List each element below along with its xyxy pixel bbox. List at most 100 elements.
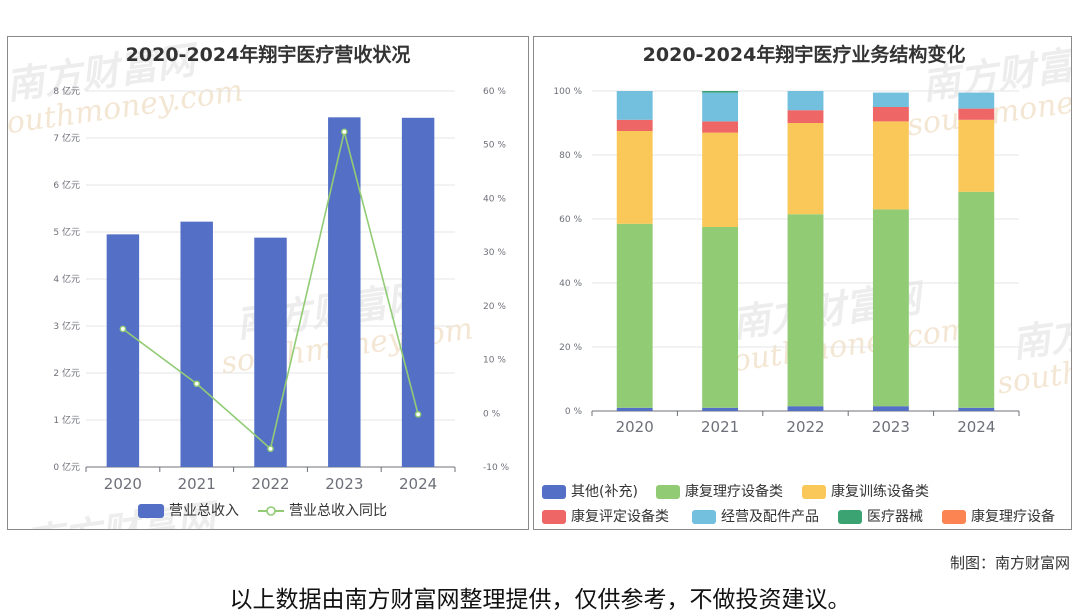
chart-title: 2020-2024年翔宇医疗营收状况	[126, 43, 411, 66]
x-axis: 2020 2021 2022 2023 2024	[85, 467, 456, 493]
y2-tick-label: 30 %	[483, 248, 506, 258]
line-point	[267, 445, 274, 453]
x-tick-label: 2021	[178, 475, 216, 493]
x-tick-label: 2023	[325, 475, 363, 493]
bar-segment	[958, 119, 995, 192]
legend-label: 康复评定设备类	[571, 508, 669, 525]
x-tick-label: 2023	[872, 418, 910, 436]
bar-segment	[702, 121, 739, 133]
legend-label: 康复理疗设备	[971, 508, 1055, 525]
legend-swatch	[138, 504, 164, 518]
bar-segment	[616, 91, 653, 120]
bar-segment	[616, 131, 653, 224]
y-tick-label: 60 %	[559, 215, 582, 225]
x-tick-label: 2022	[786, 418, 824, 436]
line-point	[193, 380, 200, 388]
bar-segment	[702, 132, 739, 227]
revenue-chart: 南方财富网southmoney.com南方财富网southmoney.com南方…	[8, 37, 510, 529]
x-tick-label: 2024	[399, 475, 437, 493]
y2-tick-label: 40 %	[483, 194, 506, 204]
bar-segment	[787, 91, 824, 111]
bar-segment	[958, 407, 995, 411]
bar-segment	[958, 108, 995, 120]
y-axis-left: 0 亿元 1 亿元 2 亿元 3 亿元 4 亿元 5 亿元 6 亿元 7 亿元 8 亿元	[53, 85, 80, 473]
y-axis-right: -10 % 0 % 10 % 20 % 30 % 40 % 50 % 60 %	[483, 87, 510, 473]
bar-series	[106, 117, 435, 467]
y-tick-label: 7 亿元	[53, 132, 80, 144]
line-point	[119, 325, 127, 333]
bar-segment	[872, 209, 909, 407]
bar-segment	[787, 214, 824, 407]
y-tick-label: 80 %	[559, 151, 582, 161]
legend-swatch	[656, 485, 680, 499]
bar-segment	[616, 223, 653, 408]
legend-swatch	[542, 485, 566, 499]
bar-segment	[787, 406, 824, 411]
y2-tick-label: 20 %	[483, 302, 506, 312]
bar	[254, 237, 287, 467]
bar-segment	[872, 92, 909, 107]
y2-tick-label: 0 %	[483, 409, 501, 419]
x-tick-label: 2020	[104, 475, 142, 493]
chart-title: 2020-2024年翔宇医疗业务结构变化	[643, 43, 966, 66]
legend-swatch-point	[266, 506, 276, 516]
bar-segment	[872, 406, 909, 411]
legend-label: 营业总收入同比	[289, 503, 387, 519]
x-tick-label: 2021	[701, 418, 739, 436]
bar-segment	[872, 107, 909, 122]
y-tick-label: 1 亿元	[53, 414, 80, 426]
y2-tick-label: 60 %	[483, 87, 506, 97]
bar-segment	[702, 407, 739, 411]
y-tick-label: 2 亿元	[53, 367, 80, 379]
bar	[106, 234, 140, 467]
bar-segment	[616, 119, 653, 131]
legend-label: 其他(补充)	[571, 484, 638, 500]
y-tick-label: 8 亿元	[53, 85, 80, 97]
bar	[328, 117, 361, 467]
legend-label: 经营及配件产品	[721, 509, 819, 525]
chart-credit: 制图：南方财富网	[949, 554, 1070, 572]
y-tick-label: 0 亿元	[53, 461, 80, 473]
revenue-chart-panel: 南方财富网southmoney.com南方财富网southmoney.com南方…	[7, 36, 529, 530]
legend-label: 康复训练设备类	[831, 483, 929, 500]
legend-swatch	[542, 510, 566, 524]
y2-tick-label: 50 %	[483, 141, 506, 151]
legend-label: 医疗器械	[867, 509, 923, 525]
bar-segment	[787, 123, 824, 215]
bar	[401, 117, 435, 467]
y-tick-label: 100 %	[553, 87, 582, 97]
watermark-text: 南方财富网	[1009, 295, 1071, 366]
structure-chart-panel: 南方财富网southmoney.com南方财富网southmoney.com南方…	[533, 36, 1072, 530]
bar-segment	[958, 92, 995, 109]
legend-swatch	[838, 510, 862, 524]
legend-swatch	[942, 510, 966, 524]
y-tick-label: 5 亿元	[53, 226, 80, 238]
bar-segment	[702, 92, 739, 122]
y-tick-label: 3 亿元	[53, 320, 80, 332]
x-tick-label: 2022	[251, 475, 289, 493]
legend-label: 康复理疗设备类	[685, 483, 783, 500]
bar-segment	[616, 407, 653, 411]
y2-tick-label: 10 %	[483, 356, 506, 366]
y-tick-label: 4 亿元	[53, 273, 80, 285]
x-axis: 2020 2021 2022 2023 2024	[591, 411, 1020, 436]
x-tick-label: 2020	[616, 418, 654, 436]
line-point	[414, 411, 422, 418]
y2-tick-label: -10 %	[483, 463, 510, 473]
y-axis: 0 % 20 % 40 % 60 % 80 % 100 %	[553, 87, 582, 417]
y-tick-label: 40 %	[559, 279, 582, 289]
y-tick-label: 20 %	[559, 343, 582, 353]
bar-segment	[702, 227, 739, 408]
line-series	[119, 128, 422, 453]
structure-chart: 南方财富网southmoney.com南方财富网southmoney.com南方…	[542, 37, 1071, 525]
bar-segment	[702, 91, 739, 93]
line-point	[340, 128, 348, 136]
legend-swatch	[692, 510, 716, 524]
legend: 营业总收入 营业总收入同比	[138, 503, 387, 519]
legend-swatch	[802, 485, 826, 499]
disclaimer-text: 以上数据由南方财富网整理提供，仅供参考，不做投资建议。	[229, 587, 851, 613]
y-tick-label: 0 %	[565, 407, 583, 417]
bar-segment	[787, 110, 824, 123]
y-tick-label: 6 亿元	[53, 179, 80, 191]
